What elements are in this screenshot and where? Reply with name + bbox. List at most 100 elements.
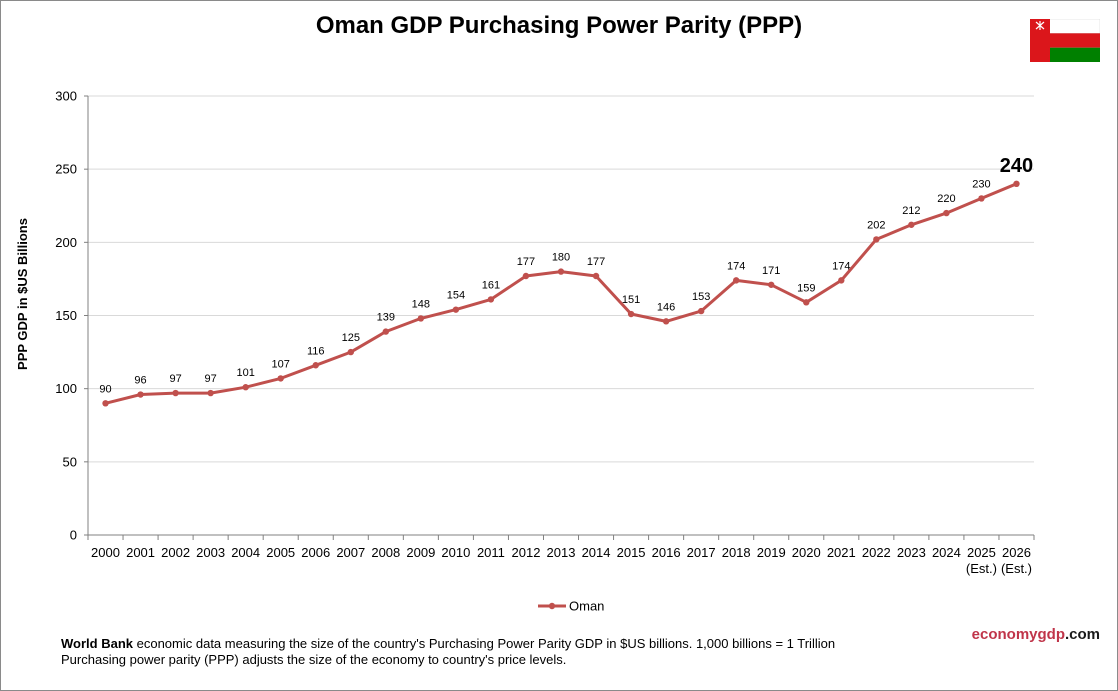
axes [84, 95, 1035, 540]
data-point [697, 307, 705, 315]
data-label: 97 [205, 373, 217, 385]
x-tick-label: 2022 [862, 545, 891, 560]
x-tick-label: 2025 [967, 545, 996, 560]
x-tick-label: 2021 [827, 545, 856, 560]
footnote: World Bank economic data measuring the s… [61, 636, 835, 668]
legend: Oman [538, 599, 604, 614]
data-label: 177 [517, 256, 535, 268]
data-label: 161 [482, 279, 500, 291]
x-tick-label: 2020 [792, 545, 821, 560]
series-oman [102, 180, 1020, 407]
x-tick-label: 2019 [757, 545, 786, 560]
data-label: 97 [169, 373, 181, 385]
x-tick-sublabel: (Est.) [966, 561, 997, 576]
data-label: 174 [727, 260, 745, 272]
x-tick-label: 2023 [897, 545, 926, 560]
x-tick-label: 2024 [932, 545, 961, 560]
data-label: 202 [867, 219, 885, 231]
data-point [102, 400, 109, 407]
brand-name: economygdp [971, 626, 1065, 643]
x-tick-label: 2017 [687, 545, 716, 560]
data-label: 148 [412, 298, 430, 310]
data-labels: 90 96 97 97 101 107 116 125 139 148 154 161 177 180 17… [99, 155, 1033, 395]
data-label: 96 [134, 375, 146, 387]
data-point [382, 328, 390, 335]
brand-logo[interactable]: economygdp.com [972, 626, 1100, 643]
data-label-latest: 240 [1000, 155, 1033, 177]
flag-emblem [1035, 21, 1045, 30]
data-point [803, 299, 810, 306]
y-tick-label: 50 [63, 454, 77, 469]
data-point [838, 277, 845, 284]
data-point [277, 375, 284, 382]
data-point [207, 389, 214, 397]
data-label: 230 [972, 178, 990, 190]
data-point [172, 389, 179, 397]
legend-marker [548, 602, 556, 610]
data-point [137, 391, 144, 398]
data-label: 220 [937, 193, 955, 205]
y-axis-label: PPP GDP in $US Billions [15, 218, 30, 370]
gridlines [88, 95, 1034, 463]
data-point [242, 384, 249, 391]
x-tick-label: 2004 [231, 545, 260, 560]
data-label: 153 [692, 291, 710, 303]
x-tick-label: 2000 [91, 545, 120, 560]
data-label: 139 [377, 312, 395, 324]
x-tick-label: 2016 [652, 545, 681, 560]
x-tick-label: 2001 [126, 545, 155, 560]
footnote-line-2: Purchasing power parity (PPP) adjusts th… [61, 652, 567, 667]
data-point [978, 195, 985, 202]
data-point [732, 277, 740, 284]
data-label: 146 [657, 301, 675, 313]
footnote-source: World Bank [61, 636, 133, 651]
y-tick-label: 300 [55, 89, 77, 104]
x-tick-label: 2026 [1002, 545, 1031, 560]
x-tick-labels: 2000 2001 2002 2003 2004 2005 2006 2007 2008 2009… [91, 545, 1032, 576]
x-tick-label: 2007 [336, 545, 365, 560]
data-point [417, 315, 425, 322]
x-tick-label: 2005 [266, 545, 295, 560]
y-tick-labels: 0 50 100 150 200 250 300 [55, 89, 77, 543]
data-point [943, 209, 950, 217]
x-tick-sublabel: (Est.) [1001, 561, 1032, 576]
y-tick-label: 150 [55, 308, 77, 323]
x-tick-label: 2011 [477, 545, 505, 560]
data-point [627, 310, 635, 318]
data-point [487, 296, 495, 303]
footnote-line-1: economic data measuring the size of the … [133, 636, 836, 651]
oman-flag-icon [1030, 19, 1100, 62]
data-label: 159 [797, 282, 815, 294]
x-tick-label: 2003 [196, 545, 225, 560]
data-point [662, 318, 670, 325]
data-point [873, 236, 880, 243]
x-tick-label: 2015 [617, 545, 646, 560]
legend-entry-oman: Oman [569, 599, 604, 614]
data-label: 151 [622, 294, 640, 306]
data-label: 174 [832, 260, 850, 272]
data-label: 90 [99, 383, 111, 395]
page-title: Oman GDP Purchasing Power Parity (PPP) [315, 12, 803, 39]
x-tick-label: 2009 [406, 545, 435, 560]
data-label: 171 [762, 265, 780, 277]
data-point [1013, 180, 1020, 187]
data-label: 116 [307, 345, 325, 357]
data-label: 212 [902, 205, 920, 217]
y-tick-label: 0 [70, 528, 77, 543]
data-point [347, 348, 354, 356]
data-point [592, 272, 600, 280]
data-point [908, 221, 915, 228]
data-point [522, 272, 530, 280]
x-tick-label: 2010 [441, 545, 470, 560]
x-tick-label: 2002 [161, 545, 190, 560]
data-label: 101 [236, 367, 254, 379]
data-label: 177 [587, 256, 605, 268]
data-label: 180 [552, 252, 570, 264]
data-point [557, 268, 565, 275]
data-point [312, 362, 319, 369]
data-point [452, 306, 460, 313]
x-tick-label: 2006 [301, 545, 330, 560]
data-label: 125 [342, 332, 360, 344]
